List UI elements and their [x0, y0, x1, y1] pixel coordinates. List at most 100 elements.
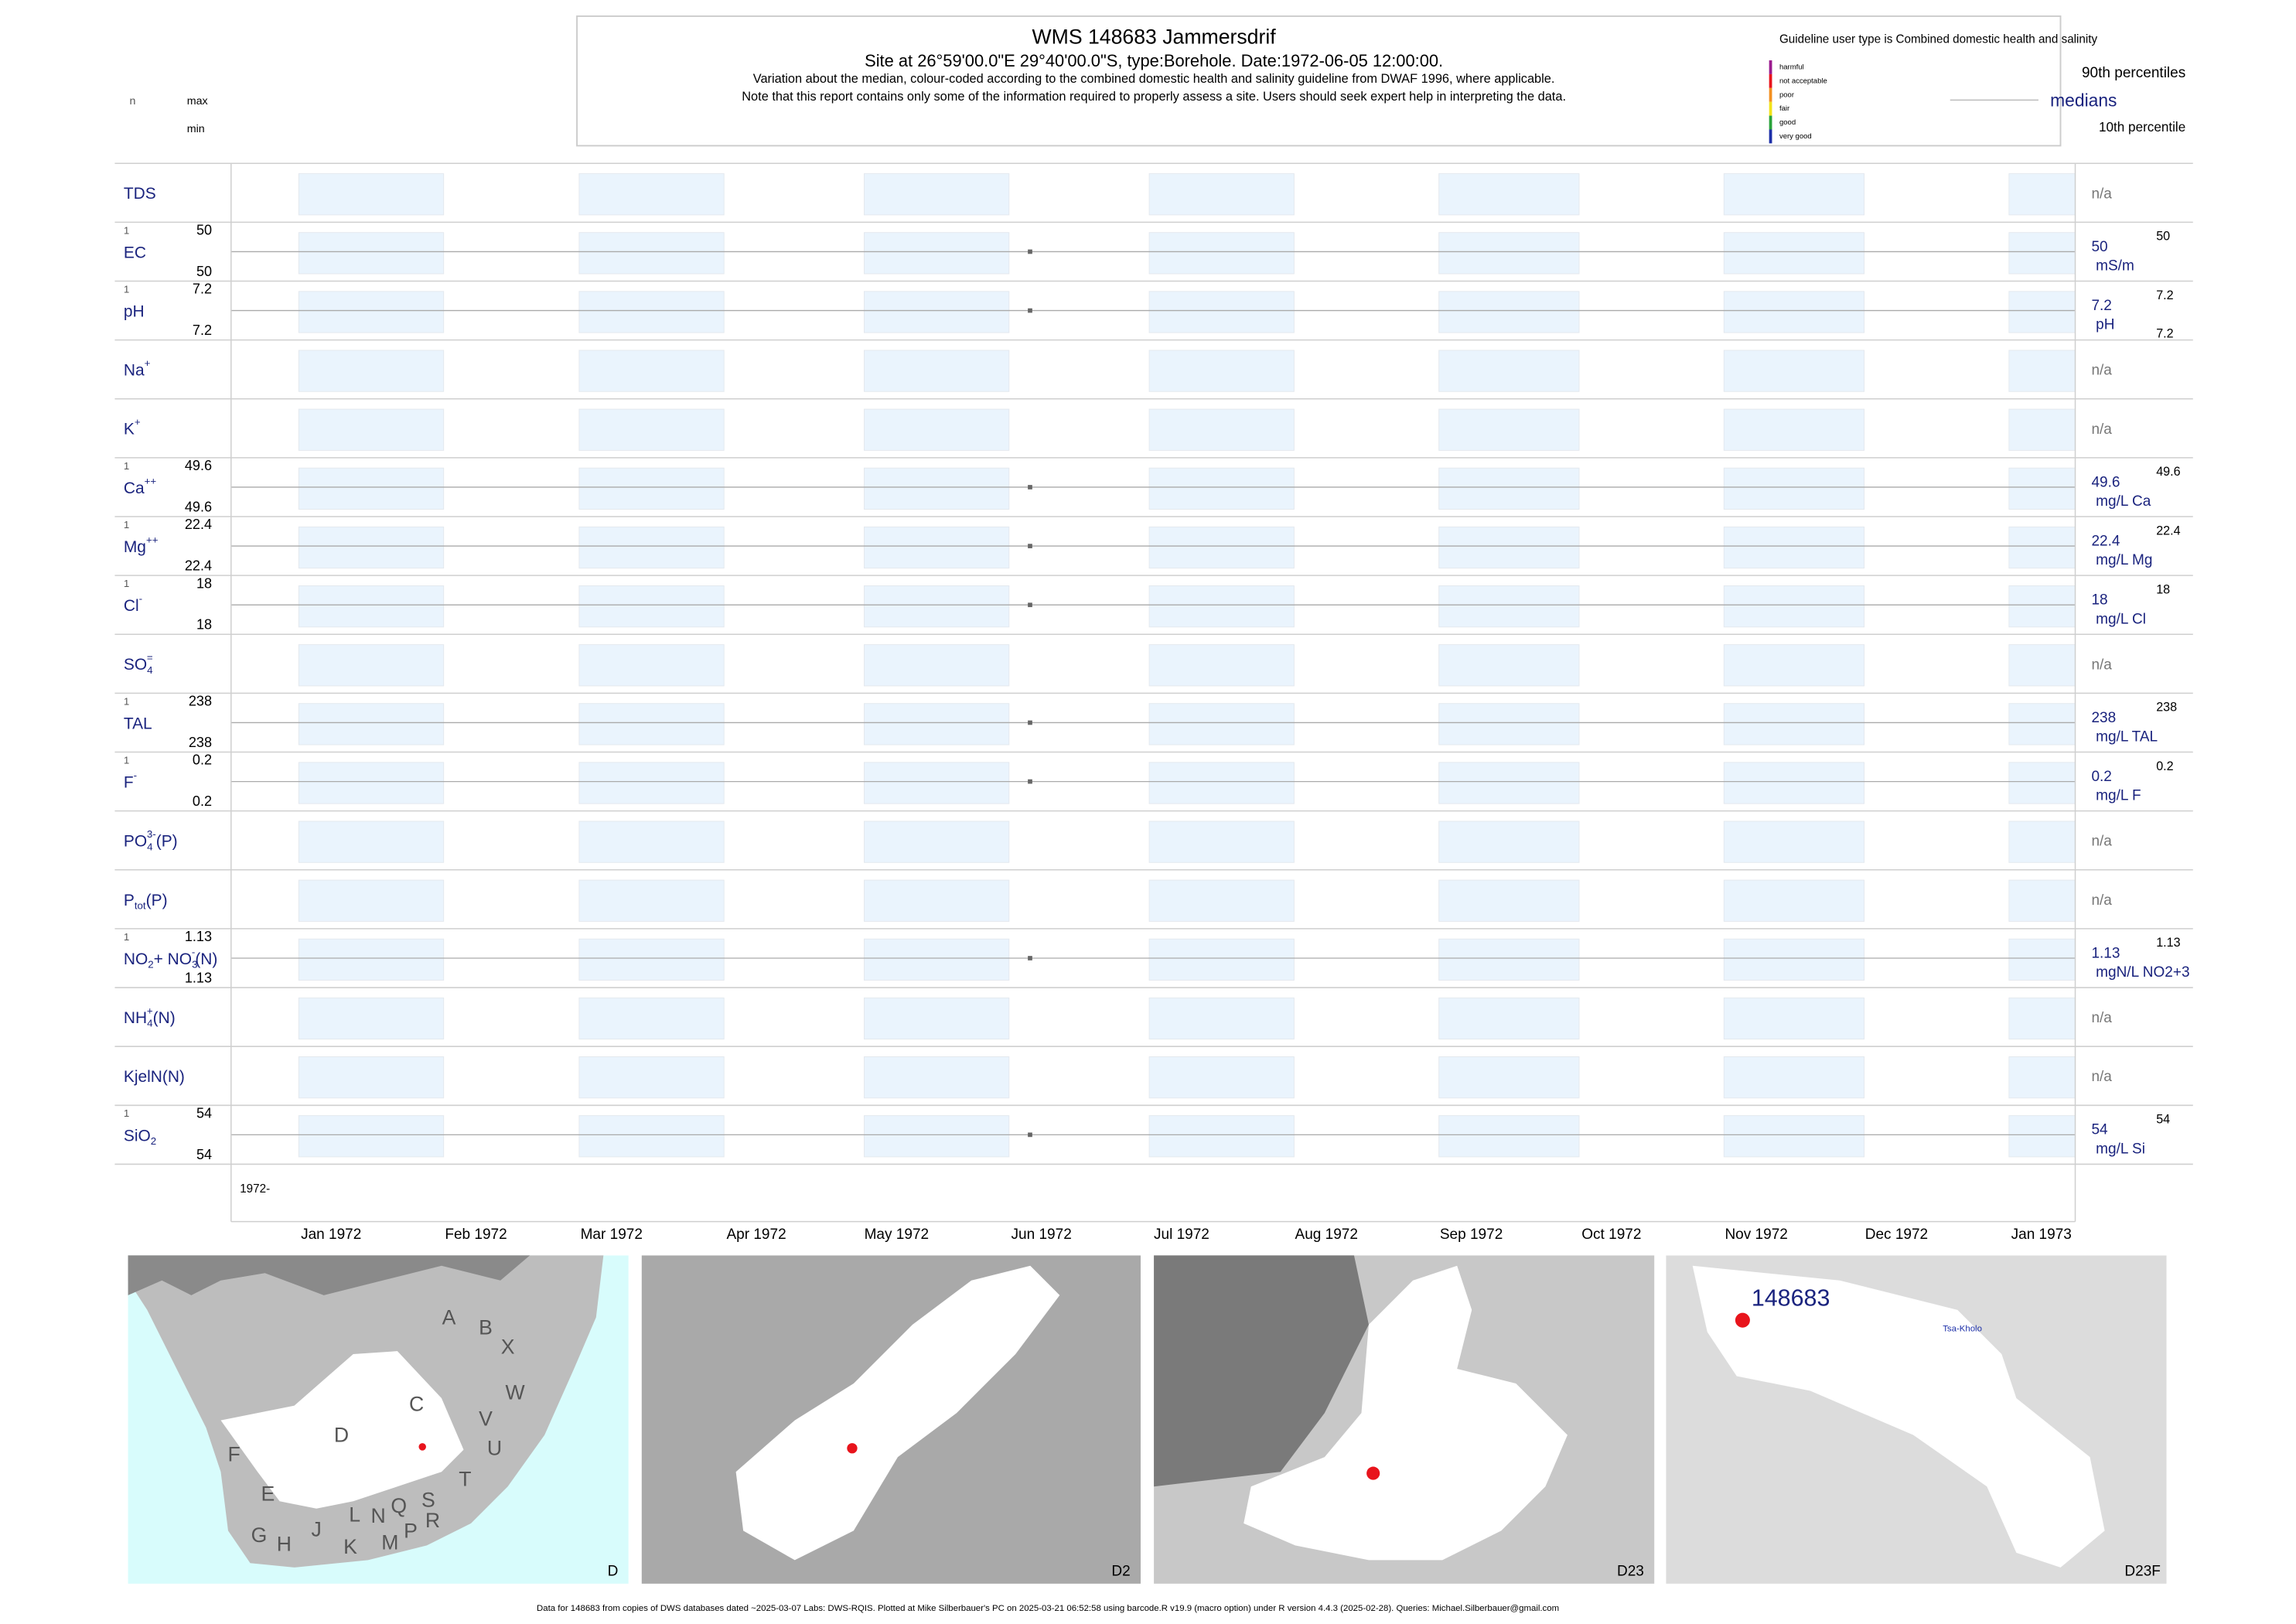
- month-band: [1148, 821, 1295, 863]
- max-value: 238: [189, 694, 212, 709]
- right-max: 50: [2156, 230, 2170, 244]
- unit: mgN/L NO2+3: [2096, 964, 2189, 981]
- label-part: =: [147, 651, 153, 663]
- median-point: [1028, 1132, 1032, 1138]
- label-part: F: [124, 773, 134, 791]
- label-part: (P): [146, 891, 168, 909]
- sample-count: 1: [124, 695, 129, 707]
- month-band: [1438, 703, 1580, 745]
- map-catchment: [220, 1351, 464, 1509]
- row-label: F-: [124, 769, 137, 792]
- month-band: [1148, 232, 1295, 275]
- month-band: [2008, 879, 2076, 922]
- label-part: +: [135, 416, 141, 428]
- region-label: G: [251, 1523, 268, 1547]
- month-band: [1438, 350, 1580, 392]
- month-label: Sep 1972: [1440, 1227, 1503, 1243]
- month-band: [1438, 644, 1580, 687]
- region-label: N: [371, 1504, 386, 1527]
- min-value: 7.2: [193, 322, 212, 338]
- note: Note that this report contains only some…: [742, 90, 1566, 104]
- median-value: 54: [2091, 1122, 2108, 1138]
- month-label: Jan 1972: [301, 1227, 361, 1243]
- month-band: [1148, 1056, 1295, 1099]
- month-band: [864, 762, 1010, 804]
- month-band: [2008, 173, 2076, 216]
- month-band: [864, 467, 1010, 510]
- label-part: ++: [146, 534, 159, 545]
- unit: pH: [2096, 317, 2114, 333]
- month-band: [578, 938, 725, 981]
- median-point: [1028, 544, 1032, 548]
- region-label: A: [442, 1305, 456, 1329]
- month-band: [1723, 879, 1865, 922]
- legend-swatch: [1769, 60, 1772, 74]
- max-value: 22.4: [185, 517, 212, 532]
- month-band: [1148, 173, 1295, 216]
- month-band: [1723, 291, 1865, 333]
- month-band: [1438, 879, 1580, 922]
- month-band: [578, 350, 725, 392]
- month-band: [298, 585, 445, 628]
- min-value: 1.13: [185, 970, 212, 985]
- sample-count: 1: [124, 224, 129, 236]
- legend-p90: 90th percentiles: [2082, 65, 2185, 81]
- site-label: 148683: [1752, 1285, 1830, 1312]
- label-part: KjelN(N): [124, 1068, 185, 1086]
- month-band: [864, 997, 1010, 1040]
- region-label: H: [277, 1532, 292, 1555]
- label-part: (N): [195, 950, 217, 967]
- right-max: 1.13: [2156, 936, 2180, 950]
- site-dot: [847, 1443, 858, 1454]
- month-band: [1723, 644, 1865, 687]
- footer: Data for 148683 from copies of DWS datab…: [537, 1604, 1559, 1613]
- month-band: [1438, 1115, 1580, 1158]
- not-available: n/a: [2091, 1010, 2112, 1026]
- month-band: [2008, 938, 2076, 981]
- month-band: [1723, 585, 1865, 628]
- month-band: [1723, 408, 1865, 451]
- median-value: 0.2: [2091, 769, 2111, 785]
- month-band: [1148, 291, 1295, 333]
- row-label: KjelN(N): [124, 1068, 185, 1086]
- median-point: [1028, 956, 1032, 960]
- month-band: [1723, 173, 1865, 216]
- month-band: [578, 467, 725, 510]
- month-band: [2008, 467, 2076, 510]
- label-part: ++: [145, 475, 157, 486]
- month-label: Dec 1972: [1865, 1227, 1928, 1243]
- row-label: NH4+(N): [124, 1005, 176, 1029]
- unit: mg/L Si: [2096, 1141, 2145, 1157]
- right-max: 18: [2156, 582, 2170, 596]
- month-label: Jul 1972: [1154, 1227, 1209, 1243]
- map-land-north: [128, 1255, 531, 1295]
- month-band: [2008, 762, 2076, 804]
- legend-swatch: [1769, 115, 1772, 130]
- subtitle: Site at 26°59'00.0"E 29°40'00.0"S, type:…: [865, 51, 1443, 70]
- month-band: [1438, 821, 1580, 863]
- subtitle-site: Site at 26°59'00.0"E 29°40'00.0"S, type:…: [865, 51, 1281, 70]
- month-band: [1148, 408, 1295, 451]
- label-part: + NO: [154, 950, 192, 967]
- region-label: L: [349, 1503, 360, 1526]
- month-band: [578, 585, 725, 628]
- month-band: [578, 1056, 725, 1099]
- month-band: [2008, 644, 2076, 687]
- median-value: 49.6: [2091, 474, 2120, 490]
- sample-count: 1: [124, 578, 129, 589]
- unit: mg/L TAL: [2096, 729, 2158, 745]
- month-band: [578, 1115, 725, 1158]
- map-catchment: [1244, 1265, 1568, 1561]
- month-band: [298, 821, 445, 863]
- label-part: TAL: [124, 715, 152, 732]
- right-max: 22.4: [2156, 524, 2180, 537]
- legend-title: Guideline user type is Combined domestic…: [1779, 32, 2098, 46]
- map-name: D23: [1617, 1564, 1644, 1580]
- unit: mg/L Mg: [2096, 552, 2152, 568]
- label-part: EC: [124, 244, 146, 261]
- label-part: 2: [148, 958, 153, 970]
- year-label: 1972-: [240, 1182, 270, 1196]
- region-label: X: [501, 1335, 515, 1358]
- label-part: +: [145, 357, 151, 369]
- month-band: [578, 232, 725, 275]
